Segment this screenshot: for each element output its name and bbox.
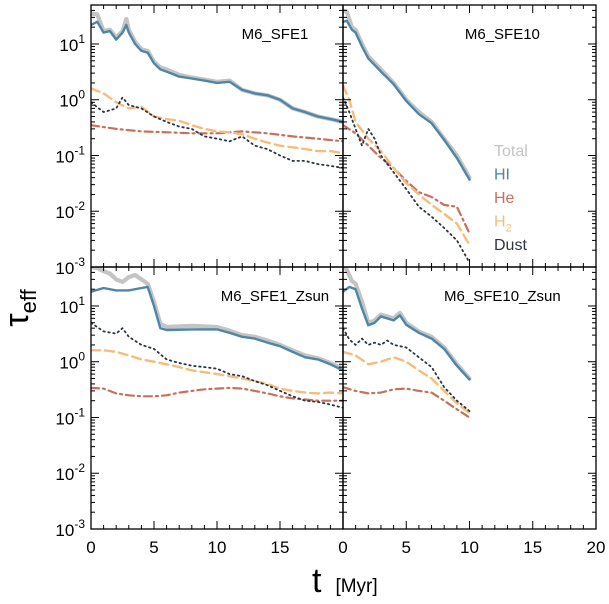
panel-title: M6_SFE10 bbox=[465, 26, 540, 43]
series-line-he bbox=[343, 386, 471, 419]
axis-titles: τeff t [Myr] bbox=[0, 288, 378, 600]
panel-frame bbox=[342, 266, 597, 530]
y-tick-label: 100 bbox=[59, 350, 85, 373]
x-tick-label: 10 bbox=[460, 538, 479, 557]
x-tick-label: 5 bbox=[402, 538, 411, 557]
series-line-total bbox=[343, 267, 472, 381]
series-line-he bbox=[91, 124, 343, 143]
y-axis-symbol: τ bbox=[0, 313, 36, 327]
panel-frame bbox=[342, 4, 597, 268]
series-line-hi bbox=[343, 19, 471, 181]
series-line-total bbox=[343, 8, 472, 180]
series-line-he bbox=[91, 386, 343, 402]
x-tick-label: 20 bbox=[587, 538, 606, 557]
series-line-hi bbox=[91, 20, 343, 124]
panel-frame bbox=[90, 266, 344, 530]
legend-entry-total: Total bbox=[494, 143, 528, 160]
series-line-dust bbox=[343, 327, 471, 412]
series-line-hi bbox=[91, 285, 343, 372]
legend-entry-h2: H2 bbox=[494, 214, 512, 235]
x-tick-label: 15 bbox=[271, 538, 290, 557]
y-tick-label: 10-1 bbox=[55, 143, 85, 166]
series-line-h2 bbox=[91, 349, 343, 395]
x-tick-label: 0 bbox=[86, 538, 95, 557]
panel-1 bbox=[91, 11, 343, 169]
legend-entry-dust: Dust bbox=[494, 237, 527, 254]
legend-entry-hi: HI bbox=[494, 167, 510, 184]
series-line-dust bbox=[91, 321, 343, 409]
y-tick-label: 10-2 bbox=[55, 461, 85, 484]
axes-layer: M6_SFE1 M6_SFE10 M6_SFE1_Zsun M6_SFE10_Zsun… bbox=[55, 4, 606, 557]
panel-title: M6_SFE1 bbox=[242, 26, 309, 43]
panel-frame bbox=[90, 4, 344, 268]
x-tick-label: 15 bbox=[523, 538, 542, 557]
y-tick-label: 10-2 bbox=[55, 199, 85, 222]
series-line-h2 bbox=[343, 350, 471, 415]
panels-layer bbox=[91, 8, 472, 419]
x-tick-label: 0 bbox=[338, 538, 347, 557]
panel-3 bbox=[91, 267, 343, 409]
series-line-dust bbox=[343, 96, 471, 264]
y-tick-label: 10-3 bbox=[55, 517, 85, 540]
panel-title: M6_SFE10_Zsun bbox=[444, 288, 561, 305]
y-tick-label: 101 bbox=[59, 32, 85, 55]
y-tick-label: 101 bbox=[59, 294, 85, 317]
series-line-hi bbox=[343, 285, 471, 381]
series-line-total bbox=[91, 267, 343, 371]
panel-2 bbox=[343, 8, 472, 264]
legend-entry-he: He bbox=[494, 190, 515, 207]
y-axis-subscript: eff bbox=[16, 288, 41, 313]
legend: Total HI He H2 Dust bbox=[494, 143, 528, 254]
y-tick-label: 10-3 bbox=[55, 255, 85, 278]
panel-4 bbox=[343, 267, 472, 419]
y-axis-title: τeff bbox=[0, 288, 41, 326]
x-tick-label: 5 bbox=[149, 538, 158, 557]
y-tick-label: 10-1 bbox=[55, 405, 85, 428]
x-axis-title: t [Myr] bbox=[312, 562, 378, 600]
series-line-h2 bbox=[91, 87, 343, 155]
x-tick-label: 10 bbox=[208, 538, 227, 557]
series-line-h2 bbox=[343, 84, 471, 246]
series-line-dust bbox=[91, 96, 343, 169]
y-tick-label: 100 bbox=[59, 88, 85, 111]
panel-title: M6_SFE1_Zsun bbox=[221, 288, 329, 305]
x-axis-unit: [Myr] bbox=[335, 576, 377, 597]
x-axis-symbol: t bbox=[312, 562, 322, 600]
